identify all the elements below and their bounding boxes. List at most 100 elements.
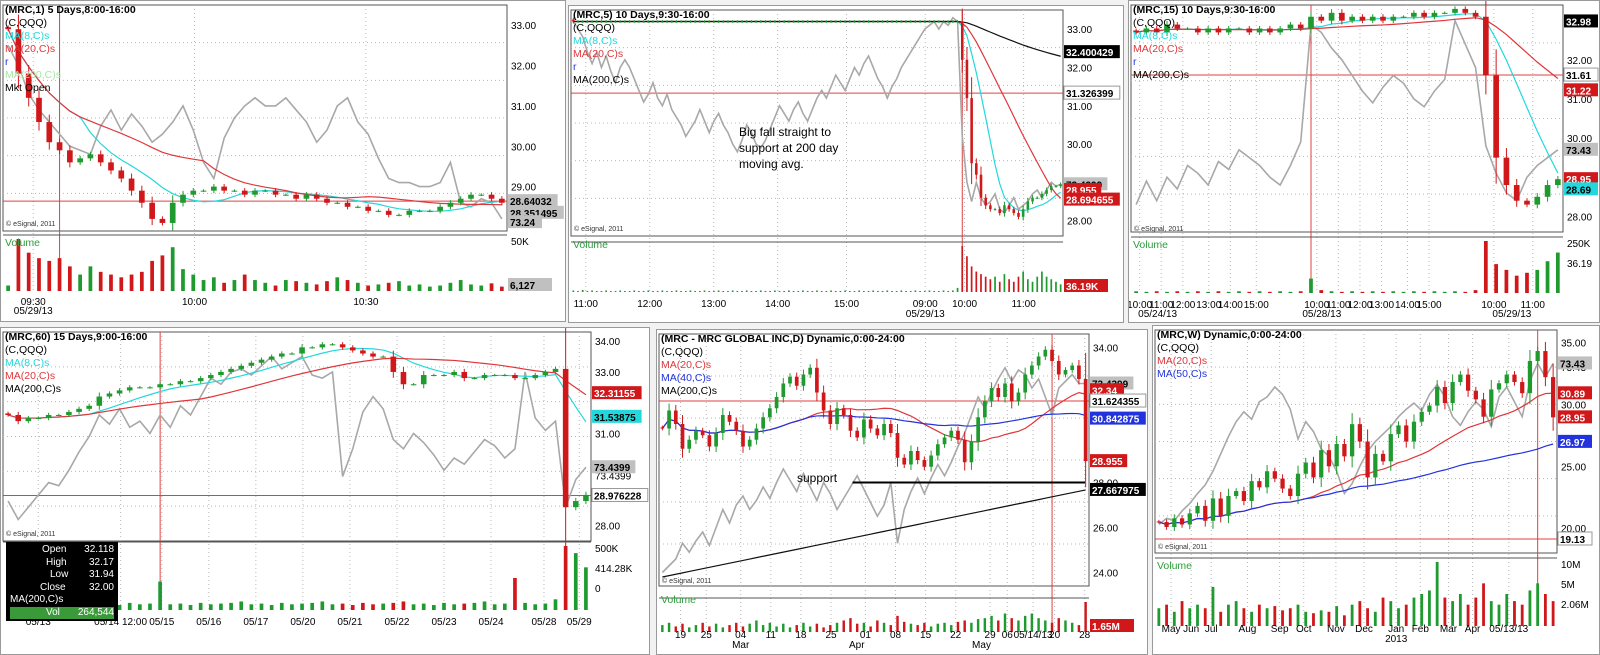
- candle-body: [370, 353, 376, 357]
- volume-bar: [310, 602, 315, 610]
- volume-bar: [191, 274, 196, 291]
- volume-bar: [1373, 611, 1377, 626]
- candle-body: [5, 27, 11, 30]
- volume-bar: [811, 290, 814, 292]
- volume-tick-label: 50K: [511, 237, 529, 248]
- x-tick-label: 10:00: [952, 299, 977, 310]
- candle-body: [1267, 28, 1273, 33]
- candle-body: [996, 388, 1001, 397]
- chart-svg[interactable]: 33.0032.0031.0030.0029.0028.0032.4004293…: [569, 6, 1124, 323]
- x-date-label: 05/24/13: [1138, 309, 1177, 320]
- volume-bar: [701, 622, 704, 632]
- volume-bar: [1555, 252, 1560, 293]
- volume-bar: [178, 603, 183, 610]
- candle-body: [583, 494, 589, 502]
- candle-body: [177, 381, 184, 385]
- volume-bar: [57, 258, 62, 291]
- chart-svg[interactable]: 32.9832.0031.6131.2231.0030.0029.0028.95…: [1129, 1, 1600, 323]
- volume-bar: [989, 279, 992, 292]
- volume-bar: [1030, 613, 1034, 632]
- price-tag: [592, 386, 642, 400]
- volume-bar: [759, 290, 762, 292]
- volume-bar: [158, 581, 162, 610]
- candle-body: [1143, 28, 1150, 33]
- x-tick-label: 06: [1002, 630, 1014, 641]
- volume-bar: [703, 290, 706, 292]
- volume-bar: [862, 290, 865, 292]
- candle-body: [1017, 213, 1020, 217]
- chart-svg[interactable]: 33.00 32.00 31.00 30.00 29.00 28.6403228.3514…: [1, 1, 566, 322]
- volume-bar: [802, 290, 804, 292]
- price-tag: [1564, 14, 1598, 28]
- volume-bar: [340, 603, 345, 610]
- volume-bar: [181, 269, 185, 291]
- candle-body: [1435, 386, 1440, 406]
- chart-panel-weekly[interactable]: (MRC,W) Dynamic,0:00-24:00 (C,QQQ) MA(20…: [1152, 325, 1600, 655]
- candle-body: [909, 21, 913, 23]
- qqq-comparison-line: [1158, 361, 1554, 526]
- volume-bar: [1474, 597, 1478, 626]
- candle-body: [576, 21, 580, 23]
- candle-body: [1442, 386, 1448, 404]
- chart-svg[interactable]: 34.0032.0031.62435530.84287528.95528.002…: [657, 330, 1148, 655]
- candle-body: [914, 21, 917, 23]
- volume-bar: [788, 627, 792, 632]
- candle-body: [712, 21, 716, 23]
- x-tick-label: 10:00: [1304, 300, 1329, 311]
- candle-body: [1264, 471, 1270, 488]
- volume-bar: [1226, 291, 1231, 293]
- candle-body: [806, 21, 809, 23]
- candle-body: [881, 21, 884, 23]
- volume-tag: [508, 278, 552, 291]
- candle-body: [86, 405, 92, 409]
- volume-bar: [47, 260, 52, 291]
- y-tick-label: 25.00: [1561, 462, 1586, 473]
- volume-bar: [1157, 608, 1161, 626]
- x-tick-label: Oct: [1296, 624, 1312, 635]
- chart-panel-daily[interactable]: (MRC - MRC GLOBAL INC,D) Dynamic,0:00-24…: [656, 329, 1148, 655]
- candle-body: [675, 21, 678, 23]
- candle-body: [1512, 374, 1517, 383]
- price-tag: [1090, 411, 1146, 425]
- volume-bar: [961, 246, 964, 292]
- legend-entry: r: [5, 56, 9, 68]
- x-tick-label: 10:00: [1481, 300, 1506, 311]
- candle-body: [956, 21, 959, 23]
- chart-panel-5min[interactable]: (MRC,5) 10 Days,9:30-16:00 (C,QQQ) MA(8,…: [568, 5, 1124, 323]
- volume-bar: [900, 290, 903, 292]
- legend-entry: MA(20,C)s: [573, 48, 624, 60]
- candle-body: [774, 397, 779, 409]
- chart-svg[interactable]: 35.00 73.43 30.8930.00 28.95 26.97 25.00 20.00…: [1153, 326, 1600, 655]
- candle-body: [1544, 185, 1551, 197]
- price-tag: [1090, 482, 1146, 496]
- candle-body: [998, 209, 1002, 214]
- volume-bar: [170, 247, 175, 291]
- y-tick-label: 28.00: [1067, 217, 1092, 228]
- candle-body: [647, 21, 650, 23]
- candle-body: [1035, 197, 1039, 199]
- volume-bar: [928, 290, 931, 292]
- volume-bar: [1037, 618, 1040, 632]
- volume-bar: [1165, 604, 1168, 626]
- candle-body: [970, 98, 973, 164]
- volume-bar: [614, 290, 617, 292]
- volume-bar: [929, 626, 933, 632]
- legend: (MRC,1) 5 Days,8:00-16:00 (C,QQQ) MA(8,C…: [5, 4, 136, 95]
- x-tick-label: 05/20: [290, 617, 315, 628]
- chart-panel-15min[interactable]: (MRC,15) 10 Days,9:30-16:00 (C,QQQ) MA(8…: [1128, 0, 1600, 323]
- tooltip-label: High: [46, 556, 67, 568]
- candle-body: [1339, 12, 1345, 21]
- volume-bar: [1273, 606, 1277, 626]
- volume-bar: [1327, 611, 1331, 626]
- chart-panel-60min[interactable]: (MRC,60) 15 Days,9:00-16:00 (C,QQQ) MA(8…: [0, 327, 650, 655]
- volume-bar: [764, 290, 767, 292]
- x-tick-label: 14:00: [1395, 300, 1420, 311]
- candle-body: [670, 21, 674, 23]
- chart-panel-1min[interactable]: (MRC,1) 5 Days,8:00-16:00 (C,QQQ) MA(8,C…: [0, 0, 566, 322]
- x-tick-label: 05/23: [431, 617, 456, 628]
- legend-entry: (C,QQQ): [573, 22, 615, 34]
- legend-entry: MA(200,C)s: [5, 383, 62, 395]
- volume-bar: [628, 290, 631, 292]
- volume-bar: [273, 285, 278, 291]
- candle-body: [740, 21, 744, 23]
